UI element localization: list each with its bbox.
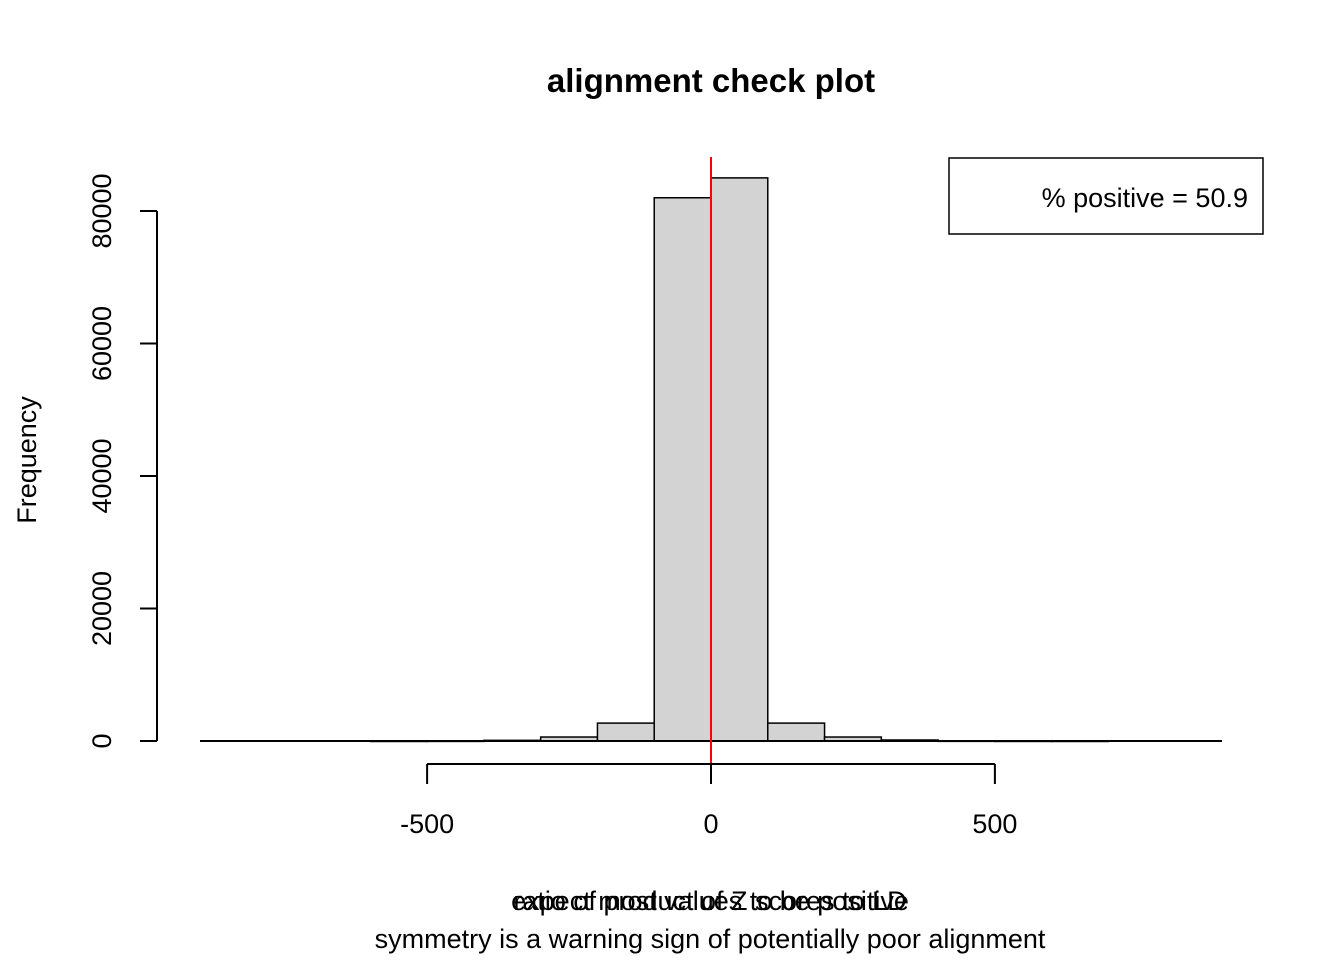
y-tick-label: 0 <box>87 733 117 748</box>
chart-title: alignment check plot <box>547 62 875 99</box>
histogram-bars <box>369 177 1110 743</box>
histogram-bar <box>596 722 655 742</box>
y-tick-label: 20000 <box>87 571 117 646</box>
y-tick-label: 60000 <box>87 306 117 381</box>
x-tick-label: 0 <box>703 809 718 839</box>
legend-text: % positive = 50.9 <box>1042 183 1248 213</box>
histogram-bar <box>767 722 826 742</box>
y-tick-label: 80000 <box>87 173 117 248</box>
x-axis-label-line-3: symmetry is a warning sign of potentiall… <box>375 924 1046 954</box>
y-axis: 0 20000 40000 60000 80000 <box>87 173 158 749</box>
x-tick-label: -500 <box>400 809 454 839</box>
legend-box <box>948 157 1264 235</box>
x-axis: -500 0 500 <box>400 763 1017 839</box>
histogram-bar <box>710 177 769 742</box>
y-axis-label: Frequency <box>12 396 42 524</box>
legend: % positive = 50.9 <box>948 157 1264 235</box>
x-axis-label-line-2: expect most values to be positive <box>511 886 909 916</box>
x-axis-label: ratio of product of Z scores to LD expec… <box>375 886 1046 954</box>
x-axis-label-line-1: ratio of product of Z scores to LD <box>513 886 906 916</box>
y-tick-label: 40000 <box>87 438 117 513</box>
x-tick-label: 500 <box>972 809 1017 839</box>
histogram-bar <box>653 197 712 742</box>
